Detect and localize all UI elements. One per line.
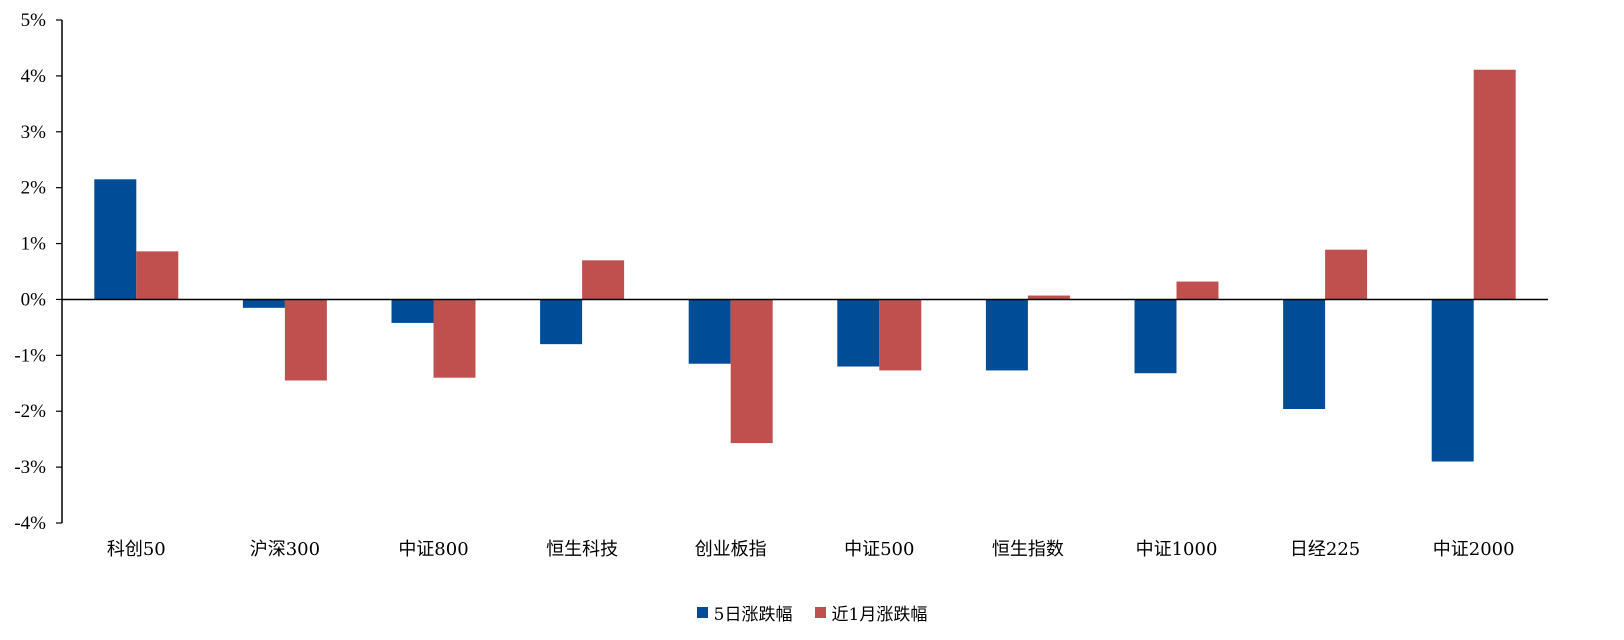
bar-5d [1134,299,1177,374]
bar-5d [837,299,880,367]
x-category-label: 中证1000 [1136,539,1218,560]
bar-5d [242,299,285,308]
bar-5d [985,299,1028,371]
x-category-label: 科创50 [107,539,166,560]
x-category-label: 沪深300 [250,539,320,560]
bar-1m [1027,295,1070,300]
y-tick-label: -2% [14,401,46,422]
y-tick-label: -1% [14,345,46,366]
y-tick-label: 3% [21,122,47,143]
bars [94,69,1516,462]
bar-1m [1473,69,1516,300]
x-category-label: 创业板指 [695,539,767,560]
legend-swatch-1m [814,607,826,618]
y-tick-label: 5% [21,10,47,31]
y-tick-label: 4% [21,66,47,87]
bar-1m [284,299,327,381]
bar-5d [688,299,731,364]
bar-1m [433,299,476,378]
x-category-label: 中证500 [844,539,914,560]
legend: 5日涨跌幅 近1月涨跌幅 [0,600,1624,625]
x-category-label: 恒生指数 [992,539,1064,560]
legend-item-5d: 5日涨跌幅 [696,600,793,625]
y-tick-label: -4% [14,513,46,534]
y-tick-label: 1% [21,234,47,255]
legend-swatch-5d [696,607,708,618]
y-tick-label: 0% [21,289,47,310]
bar-1m [730,299,773,444]
bar-5d [1283,299,1326,409]
bar-5d [391,299,434,323]
y-tick-label: -3% [14,457,46,478]
x-category-label: 中证800 [398,539,468,560]
bar-5d [540,299,583,345]
bar-1m [1325,249,1368,300]
bar-1m [1176,281,1219,300]
legend-label-5d: 5日涨跌幅 [713,605,793,625]
x-axis-labels: 科创50 沪深300 中证800 恒生科技 创业板指 中证500 恒生指数 中证1000 日经2… [107,539,1515,560]
x-category-label: 中证2000 [1433,539,1515,560]
bar-5d [1431,299,1474,462]
x-category-label: 恒生科技 [546,539,618,560]
bar-5d [94,179,137,300]
bar-1m [879,299,922,371]
bar-1m [136,251,179,300]
bar-chart: 5% 4% 3% 2% 1% 0% -1% -2% -3% -4% 科创50 沪深300 中证800 恒… [14,10,1548,560]
legend-label-1m: 近1月涨跌幅 [831,605,928,625]
y-tick-label: 2% [21,178,47,199]
legend-item-1m: 近1月涨跌幅 [814,600,928,625]
bar-1m [582,260,625,300]
y-axis: 5% 4% 3% 2% 1% 0% -1% -2% -3% -4% [14,10,62,534]
x-category-label: 日经225 [1290,539,1360,560]
